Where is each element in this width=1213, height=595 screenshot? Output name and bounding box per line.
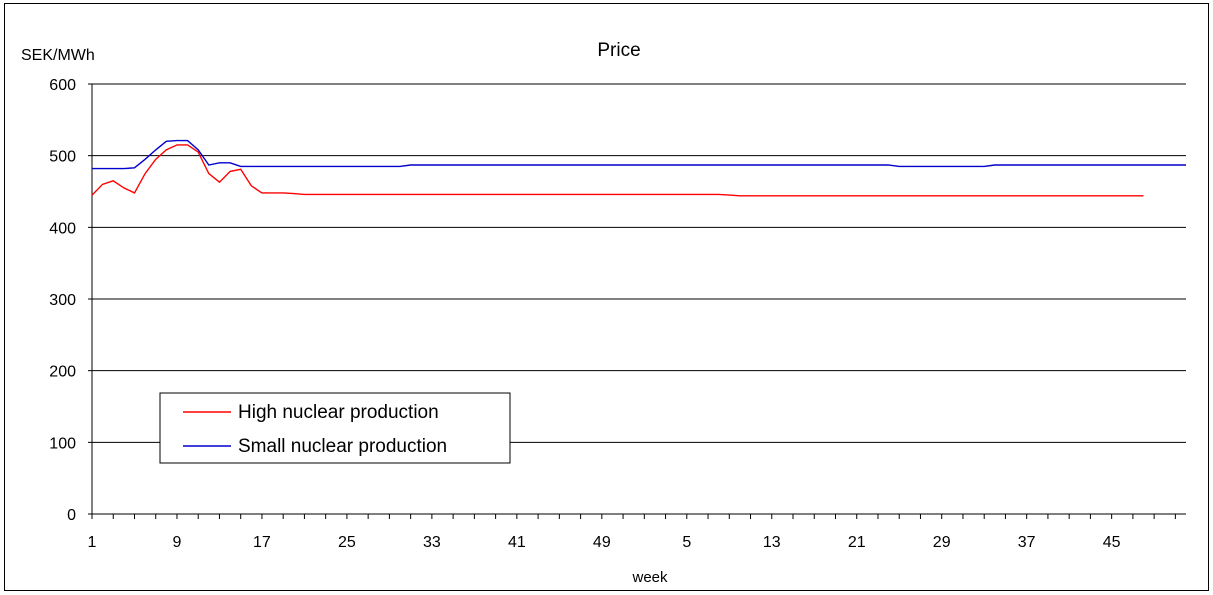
legend-label-high: High nuclear production <box>238 402 439 423</box>
x-tick-label: 25 <box>338 534 356 551</box>
y-tick-labels: 0 100 200 300 400 500 600 <box>49 77 92 524</box>
x-tick-label: 13 <box>763 534 781 551</box>
x-tick-label: 21 <box>848 534 866 551</box>
x-tick-label: 41 <box>508 534 526 551</box>
x-tick-label: 49 <box>593 534 611 551</box>
y-tick-label: 200 <box>49 364 76 381</box>
chart-title: Price <box>597 40 640 61</box>
series-line-small-nuclear <box>92 139 1186 170</box>
x-axis-label: week <box>631 569 668 586</box>
x-tick-label: 33 <box>423 534 441 551</box>
legend-label-small: Small nuclear production <box>238 436 447 457</box>
series-lines <box>91 139 1186 197</box>
x-tick-label: 17 <box>253 534 271 551</box>
y-tick-label: 0 <box>67 507 76 524</box>
x-tick-label: 9 <box>173 534 182 551</box>
y-axis-label: SEK/MWh <box>21 47 95 64</box>
chart-frame: Price SEK/MWh week 0 100 200 300 400 500 600 1… <box>4 3 1209 591</box>
legend: High nuclear production Small nuclear pr… <box>159 392 511 464</box>
x-tick-label: 29 <box>933 534 951 551</box>
price-chart: Price SEK/MWh week 0 100 200 300 400 500 600 1… <box>21 40 1186 586</box>
y-tick-label: 300 <box>49 292 76 309</box>
y-tick-label: 100 <box>49 435 76 452</box>
x-tick-label: 1 <box>88 534 97 551</box>
gridlines <box>92 83 1186 443</box>
series-line-high-nuclear <box>91 144 1144 197</box>
y-tick-label: 600 <box>49 77 76 94</box>
x-tick-label: 37 <box>1018 534 1036 551</box>
x-tick-label: 5 <box>682 534 691 551</box>
y-tick-label: 400 <box>49 220 76 237</box>
y-tick-label: 500 <box>49 149 76 166</box>
x-axis: 1 9 17 25 33 41 49 5 13 21 29 37 45 <box>88 84 1186 551</box>
legend-box <box>159 392 511 464</box>
x-tick-label: 45 <box>1103 534 1121 551</box>
